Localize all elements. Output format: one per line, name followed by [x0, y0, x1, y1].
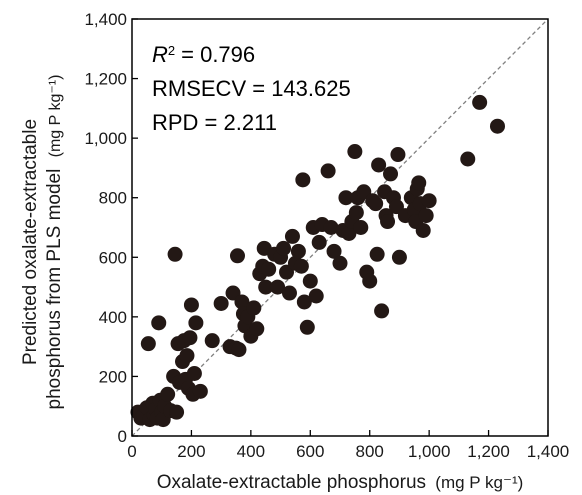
- y-tick-label: 600: [99, 248, 127, 267]
- data-point: [281, 285, 297, 301]
- data-point: [374, 303, 390, 319]
- data-point: [160, 386, 176, 402]
- data-point: [151, 315, 167, 331]
- data-point: [276, 240, 292, 256]
- plot-frame: [131, 18, 549, 437]
- data-point: [369, 246, 385, 262]
- data-point: [295, 172, 311, 188]
- data-point: [348, 205, 364, 221]
- data-point: [332, 255, 348, 271]
- y-axis-title-unit: (mg P kg⁻¹): [47, 75, 64, 158]
- data-point: [179, 348, 195, 364]
- data-point: [231, 342, 247, 358]
- data-point: [362, 273, 378, 289]
- data-point: [341, 225, 357, 241]
- data-point: [320, 163, 336, 179]
- plot-area: 0 200 400 600 800 1,000 1,200 1,400 0 200 400 600 80…: [84, 10, 569, 461]
- data-point: [229, 248, 245, 264]
- y-axis-title-line1: Predicted oxalate-extractable: [20, 119, 41, 365]
- data-point: [261, 261, 277, 277]
- data-point: [246, 300, 262, 316]
- data-point: [290, 243, 306, 259]
- data-point: [347, 144, 363, 160]
- data-point: [489, 118, 505, 134]
- data-point: [169, 404, 185, 420]
- data-point: [299, 319, 315, 335]
- rpd-annotation: RPD = 2.211: [152, 110, 277, 135]
- data-point: [418, 208, 434, 224]
- y-tick-label: 0: [118, 427, 127, 446]
- y-tick-label: 400: [99, 308, 127, 327]
- x-tick-label: 600: [296, 442, 324, 461]
- data-point: [258, 279, 274, 295]
- data-point: [249, 321, 265, 337]
- y-axis-title: Predicted oxalate-extractable phosphorus…: [20, 75, 65, 410]
- data-point: [411, 175, 427, 191]
- y-axis-title-line2: phosphorus from PLS model: [44, 169, 65, 410]
- data-point: [302, 273, 318, 289]
- x-tick-label: 800: [356, 442, 384, 461]
- data-point: [460, 151, 476, 167]
- data-point: [183, 297, 199, 313]
- y-tick-label: 200: [99, 367, 127, 386]
- data-point: [368, 196, 384, 212]
- data-point: [353, 220, 369, 235]
- x-tick-label: 400: [237, 442, 265, 461]
- data-point: [182, 330, 198, 346]
- r2-superscript: 2: [168, 43, 175, 58]
- data-point: [380, 214, 396, 230]
- x-axis-title-unit: (mg P kg⁻¹): [435, 473, 523, 492]
- data-point: [472, 94, 488, 110]
- data-point: [213, 295, 229, 311]
- x-tick-label: 0: [127, 442, 136, 461]
- r2-value: = 0.796: [181, 42, 255, 67]
- data-point: [391, 249, 407, 265]
- data-point: [338, 190, 354, 206]
- stats-annotation: R2 = 0.796 RMSECV = 143.625 RPD = 2.211: [152, 42, 351, 135]
- x-tick-label: 1,000: [408, 442, 451, 461]
- y-tick-label: 1,400: [84, 10, 127, 29]
- data-point: [204, 333, 220, 349]
- data-point: [270, 279, 286, 295]
- data-point: [234, 294, 250, 310]
- data-point: [192, 383, 208, 399]
- x-axis-title: Oxalate-extractable phosphorus (mg P kg⁻…: [157, 472, 524, 493]
- data-point: [284, 228, 300, 244]
- data-point: [167, 246, 183, 262]
- x-axis-title-text: Oxalate-extractable phosphorus: [157, 472, 426, 493]
- rmsecv-annotation: RMSECV = 143.625: [152, 76, 351, 101]
- y-tick-label: 1,000: [84, 129, 127, 148]
- data-point: [323, 220, 339, 235]
- data-point: [326, 243, 342, 259]
- data-point: [296, 294, 312, 310]
- data-point: [311, 234, 327, 250]
- data-point: [390, 147, 406, 163]
- data-point: [383, 166, 399, 182]
- r2-symbol: R: [152, 42, 168, 67]
- data-point: [371, 157, 387, 173]
- svg-text:Predicted oxalate-extractable: Predicted oxalate-extractable: [20, 119, 41, 365]
- data-point: [188, 315, 204, 331]
- x-tick-label: 200: [177, 442, 205, 461]
- x-tick-label: 1,400: [527, 442, 570, 461]
- x-tick-label: 1,200: [467, 442, 510, 461]
- data-point: [186, 365, 202, 381]
- data-point: [293, 258, 309, 274]
- data-point: [140, 336, 156, 352]
- data-point: [308, 288, 324, 304]
- data-point: [421, 193, 437, 209]
- r2-annotation: R2 = 0.796: [152, 42, 255, 67]
- data-point: [415, 222, 431, 238]
- svg-text:Oxalate-extractable phosphorus: Oxalate-extractable phosphorus (mg P kg⁻…: [157, 472, 524, 493]
- svg-text:phosphorus from PLS model: phosphorus from PLS model (mg P kg⁻¹): [44, 75, 65, 410]
- y-tick-label: 800: [99, 189, 127, 208]
- y-tick-label: 1,200: [84, 70, 127, 89]
